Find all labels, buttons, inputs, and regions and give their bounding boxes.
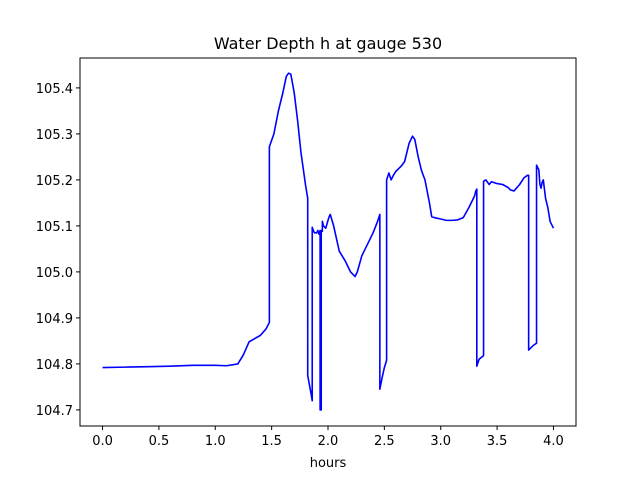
y-tick-label: 105.2 [36, 174, 73, 189]
y-tick-label: 104.9 [36, 312, 73, 327]
chart-title: Water Depth h at gauge 530 [214, 34, 442, 53]
y-tick-label: 104.8 [36, 358, 73, 373]
plot-area: 0.0 0.5 1.0 1.5 2.0 2.5 3.0 3.5 4.0 104.7 104.8 104… [36, 57, 577, 449]
y-tick-label: 105.3 [36, 128, 73, 143]
x-tick-label: 0.5 [149, 434, 170, 449]
x-tick-label: 4.0 [543, 434, 564, 449]
y-tick-label: 105.4 [36, 82, 73, 97]
x-tick-label: 1.0 [205, 434, 226, 449]
x-tick-label: 1.5 [261, 434, 282, 449]
x-tick-label: 2.5 [374, 434, 395, 449]
x-tick-label: 3.0 [430, 434, 451, 449]
x-tick-label: 2.0 [318, 434, 339, 449]
x-tick-label: 0.0 [92, 434, 113, 449]
x-axis-label: hours [310, 456, 347, 471]
x-tick-label: 3.5 [487, 434, 508, 449]
series-line-0 [102, 72, 555, 411]
y-tick-label: 104.7 [36, 404, 73, 419]
y-tick-label: 105.1 [36, 220, 73, 235]
y-tick-label: 105.0 [36, 266, 73, 281]
